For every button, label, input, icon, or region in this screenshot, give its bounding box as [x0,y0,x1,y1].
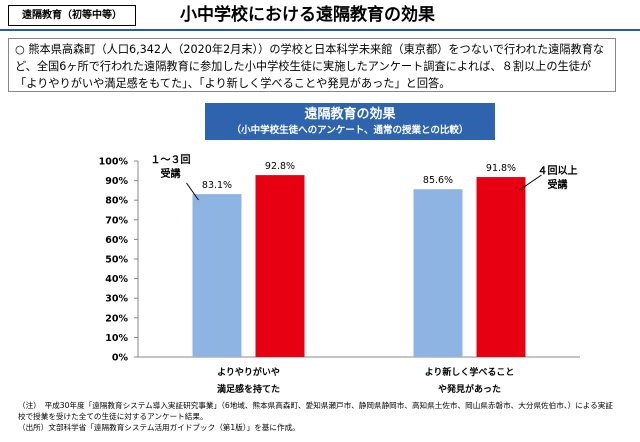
legend-leader [186,182,199,201]
y-tick-label: 100% [99,157,129,168]
note: （注） 平成30年度「遠隔教育システム導入実証研究事業」（6地域、熊本県高森町、… [18,401,613,421]
notes: （注） 平成30年度「遠隔教育システム導入実証研究事業」（6地域、熊本県高森町、… [18,400,618,433]
bar [413,189,463,357]
y-tick-label: 70% [105,215,128,226]
chart-subtitle: （小中学校生徒へのアンケート、通常の授業との比較） [231,125,469,136]
bar [255,175,305,357]
chart-title-box: 遠隔教育の効果 （小中学校生徒へのアンケート、通常の授業との比較） [205,103,495,140]
header-tag: 遠隔教育（初等中等） [8,5,136,26]
legend-leader [519,174,542,191]
header-rule [0,29,640,31]
y-tick-label: 60% [105,235,128,246]
y-tick-label: 20% [105,313,128,324]
y-tick-label: 90% [105,176,128,187]
header-title: 小中学校における遠隔教育の効果 [180,5,435,25]
intro-text: ○ 熊本県高森町（人口6,342人（2020年2月末））の学校と日本科学未来館（… [8,38,616,92]
chart-title: 遠隔教育の効果 [304,107,396,122]
y-tick-label: 80% [105,196,128,207]
x-tick-label: より新しく学べること や発見があった [424,368,515,396]
value-label: 91.8% [486,163,516,174]
x-tick-label: よりやりがいや 満足感を持てた [216,368,280,396]
value-label: 83.1% [202,180,232,191]
y-tick-label: 30% [105,294,128,305]
bar [476,177,526,357]
y-tick-label: 0% [112,353,129,364]
legend-label: ４回以上 受講 [537,166,578,191]
y-tick-label: 10% [105,333,128,344]
value-label: 85.6% [423,175,453,186]
value-label: 92.8% [265,161,295,172]
y-tick-label: 50% [105,255,128,266]
y-tick-label: 40% [105,274,128,285]
note: （出所）文部科学省「遠隔教育システム活用ガイドブック（第1版）」を基に作成。 [18,423,300,432]
legend-label: １～３回 受講 [150,155,191,180]
bar [192,194,242,357]
